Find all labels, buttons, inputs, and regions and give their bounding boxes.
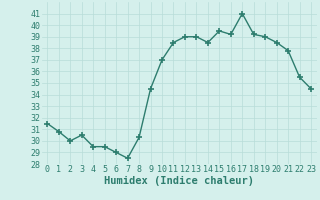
X-axis label: Humidex (Indice chaleur): Humidex (Indice chaleur) (104, 176, 254, 186)
